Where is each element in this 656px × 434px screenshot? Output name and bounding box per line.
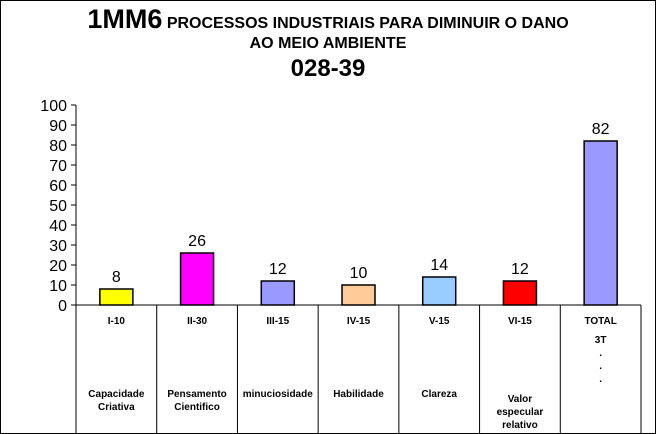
bar [583, 140, 618, 306]
data-label: 12 [269, 261, 287, 278]
y-tick-label: 90 [49, 118, 67, 135]
data-label: 14 [430, 257, 448, 274]
category-description: . [599, 361, 602, 372]
category-description: . [599, 348, 602, 359]
title-text: PROCESSOS INDUSTRIAIS PARA DIMINUIR O DA… [166, 15, 569, 32]
category-description: Clareza [421, 389, 457, 400]
title-line-2: AO MEIO AMBIENTE [249, 35, 407, 52]
chart-title: 1MM6 PROCESSOS INDUSTRIAIS PARA DIMINUIR… [0, 4, 656, 84]
category-description: . [599, 374, 602, 385]
y-tick-label: 30 [49, 238, 67, 255]
y-tick-label: 40 [49, 218, 67, 235]
bar [260, 280, 296, 306]
title-line-3: 028-39 [290, 55, 366, 82]
bar [421, 276, 457, 306]
data-label: 12 [511, 261, 529, 278]
y-tick-label: 70 [49, 158, 67, 175]
category-description: Pensamento [167, 389, 226, 400]
y-tick-label: 10 [49, 278, 67, 295]
category-description: Criativa [98, 402, 135, 413]
y-tick-label: 50 [49, 198, 67, 215]
bar [341, 284, 376, 306]
x-category-label: II-30 [187, 316, 207, 327]
data-label: 8 [112, 269, 121, 286]
bar [99, 288, 134, 306]
y-tick-label: 100 [40, 98, 67, 115]
x-category-label: I-10 [108, 316, 126, 327]
category-description: 3T [595, 335, 607, 346]
x-category-label: III-15 [266, 316, 289, 327]
x-category-label: TOTAL [584, 316, 616, 327]
x-category-label: IV-15 [347, 316, 371, 327]
data-label: 82 [592, 121, 610, 138]
y-tick-label: 0 [58, 298, 67, 315]
title-code: 1MM6 [87, 4, 163, 34]
bar [502, 280, 538, 306]
x-category-label: V-15 [429, 316, 450, 327]
data-label: 26 [188, 233, 206, 250]
x-category-label: VI-15 [508, 316, 532, 327]
category-description: relativo [502, 420, 538, 431]
category-description: Cientifico [174, 402, 220, 413]
y-tick-label: 20 [49, 258, 67, 275]
bar [179, 252, 215, 306]
category-description: Capacidade [88, 389, 145, 400]
title-line-1: 1MM6 PROCESSOS INDUSTRIAIS PARA DIMINUIR… [0, 4, 656, 34]
category-description: Habilidade [333, 389, 384, 400]
y-tick-label: 60 [49, 178, 67, 195]
category-description: minuciosidade [243, 389, 313, 400]
category-description: Valor [508, 394, 533, 405]
data-label: 10 [350, 265, 368, 282]
category-description: especular [497, 407, 544, 418]
y-tick-label: 80 [49, 138, 67, 155]
